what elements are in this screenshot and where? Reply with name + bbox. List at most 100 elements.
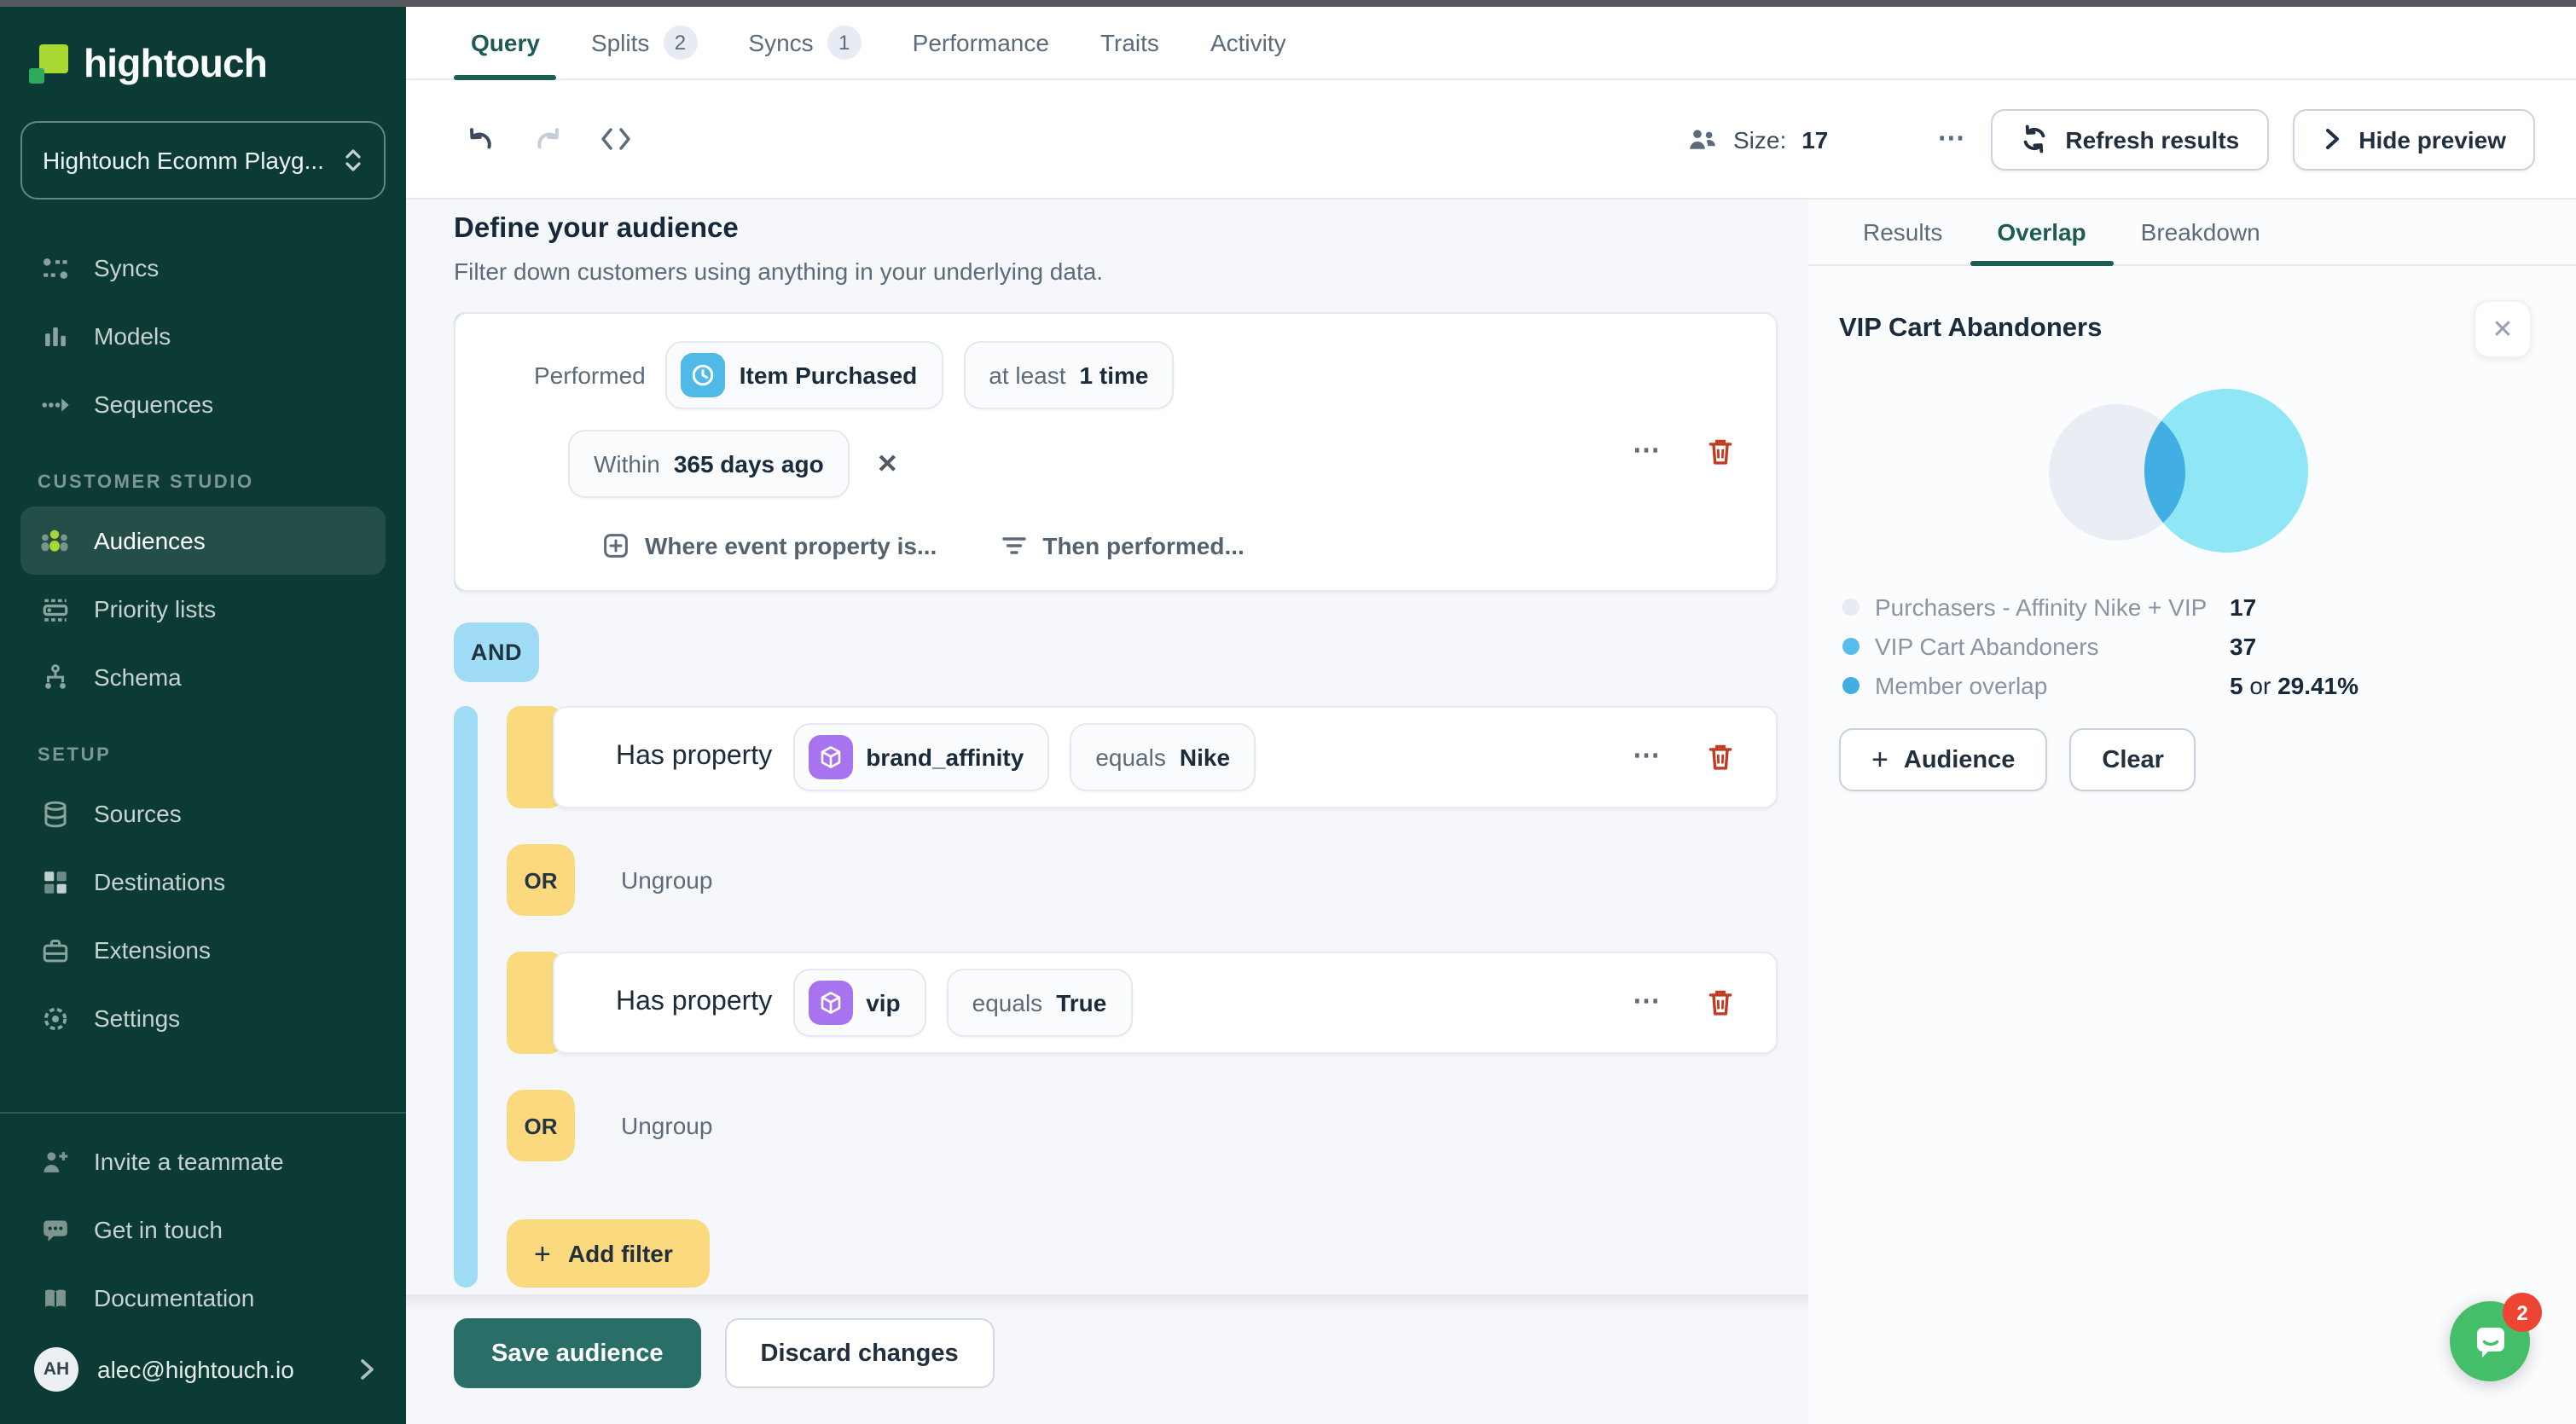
sidebar-item-schema[interactable]: Schema [20,643,386,711]
person-plus-icon [38,1147,72,1176]
or-connector-chip[interactable]: OR [507,1090,575,1161]
code-view-button[interactable] [594,117,638,161]
invite-teammate-button[interactable]: Invite a teammate [20,1127,386,1195]
hide-preview-button[interactable]: Hide preview [2292,108,2535,170]
audiences-icon [38,525,72,556]
event-name-chip[interactable]: Item Purchased [665,341,943,409]
preview-panel: Results Overlap Breakdown VIP Cart Aband… [1808,200,2576,1424]
overlap-venn-diagram [2049,389,2308,553]
preview-tab-overlap[interactable]: Overlap [1970,200,2114,266]
hightouch-logo-text: hightouch [84,41,268,85]
venn-legend: Purchasers - Affinity Nike + VIP 17 VIP … [1839,587,2532,704]
sidebar-item-sources[interactable]: Sources [20,779,386,848]
documentation-button[interactable]: Documentation [20,1264,386,1332]
toolbar-overflow-button[interactable]: ⋯ [1937,124,1966,153]
window-top-edge [0,0,2576,7]
ungroup-button[interactable]: Ungroup [621,866,713,894]
property-filter-menu-button[interactable]: ⋯ [1633,988,1662,1016]
tab-query[interactable]: Query [454,7,558,80]
has-property-label: Has property [616,987,773,1016]
then-performed-button[interactable]: Then performed... [1001,532,1244,559]
query-toolbar: Size: 17 ⋯ Refresh results Hide preview [406,80,2576,200]
chat-bubble-icon [2476,1327,2503,1357]
ungroup-button[interactable]: Ungroup [621,1112,713,1139]
close-icon: ✕ [2492,315,2514,344]
time-window-chip[interactable]: Within 365 days ago [568,430,850,498]
preview-tab-results[interactable]: Results [1863,218,1943,246]
add-filter-button[interactable]: + Add filter [507,1219,711,1288]
operator-value-chip[interactable]: equals True [946,969,1133,1037]
refresh-results-button[interactable]: Refresh results [1990,108,2269,170]
has-property-label: Has property [616,742,773,771]
property-filter-card-vip: Has property vip equal [553,952,1778,1054]
save-audience-button[interactable]: Save audience [454,1318,701,1388]
sidebar-nav: Syncs Models Sequences CUSTOMER STUDIO [0,210,406,1052]
avatar: AH [34,1347,78,1392]
page-tabbar: Query Splits 2 Syncs 1 Performance Traits … [406,7,2576,80]
ellipsis-icon: ⋯ [1633,437,1662,466]
sidebar: hightouch Hightouch Ecomm Playg... Syncs [0,7,406,1424]
audience-builder: Define your audience Filter down custome… [406,200,1808,1424]
account-email: alec@hightouch.io [97,1356,294,1383]
sidebar-item-priority-lists[interactable]: Priority lists [20,575,386,643]
chevron-right-icon [358,1357,375,1381]
operator-value-chip[interactable]: equals Nike [1070,723,1256,791]
property-name-chip[interactable]: vip [792,969,926,1037]
sidebar-item-syncs[interactable]: Syncs [20,234,386,302]
property-filter-menu-button[interactable]: ⋯ [1633,742,1662,771]
refresh-icon [2023,124,2045,153]
remove-time-window-button[interactable]: ✕ [870,442,905,486]
property-name-chip[interactable]: brand_affinity [792,723,1050,791]
legend-dot [1842,637,1859,654]
sidebar-item-sequences[interactable]: Sequences [20,370,386,438]
section-header-customer-studio: CUSTOMER STUDIO [38,472,254,493]
clear-button[interactable]: Clear [2069,728,2196,791]
code-icon [601,128,630,150]
discard-changes-button[interactable]: Discard changes [724,1318,995,1388]
section-header-setup: SETUP [38,745,112,766]
undo-button[interactable] [457,117,502,161]
plus-icon: + [1871,744,1888,776]
tab-activity[interactable]: Activity [1210,29,1286,56]
sidebar-item-extensions[interactable]: Extensions [20,916,386,984]
legend-row: VIP Cart Abandoners 37 [1842,626,2532,665]
close-overlap-button[interactable]: ✕ [2474,300,2532,358]
add-event-property-button[interactable]: Where event property is... [602,532,937,559]
trash-icon [1709,439,1732,465]
sidebar-item-destinations[interactable]: Destinations [20,848,386,916]
get-in-touch-button[interactable]: Get in touch [20,1195,386,1264]
unread-badge: 2 [2503,1293,2542,1332]
preview-tab-breakdown[interactable]: Breakdown [2140,218,2260,246]
delete-property-filter-button[interactable] [1706,987,1735,1018]
preview-tabbar: Results Overlap Breakdown [1808,200,2576,266]
sidebar-item-settings[interactable]: Settings [20,984,386,1052]
intercom-launcher[interactable]: 2 [2450,1293,2542,1381]
plus-square-icon [604,534,628,558]
tab-performance[interactable]: Performance [912,29,1049,56]
sidebar-item-models[interactable]: Models [20,302,386,370]
tab-splits[interactable]: Splits 2 [574,7,714,78]
group-accent [454,706,478,1288]
frequency-chip[interactable]: at least 1 time [963,341,1175,409]
sidebar-item-audiences[interactable]: Audiences [20,507,386,575]
account-menu[interactable]: AH alec@hightouch.io [20,1332,386,1407]
or-connector-chip[interactable]: OR [507,844,575,916]
delete-event-filter-button[interactable] [1706,437,1735,467]
legend-dot [1842,598,1859,615]
models-icon [38,321,72,350]
add-audience-button[interactable]: + Audience [1839,728,2048,791]
tab-syncs[interactable]: Syncs 1 [731,7,878,78]
delete-property-filter-button[interactable] [1706,742,1735,773]
and-connector-chip[interactable]: AND [454,622,539,682]
database-icon [38,799,72,828]
redo-button[interactable] [525,117,570,161]
tab-traits[interactable]: Traits [1099,29,1159,56]
trash-icon [1709,990,1732,1016]
funnel-icon [1002,537,1027,554]
workspace-selector[interactable]: Hightouch Ecomm Playg... [20,121,386,200]
ellipsis-icon: ⋯ [1633,742,1662,771]
event-filter-menu-button[interactable]: ⋯ [1633,437,1662,466]
performed-label: Performed [534,362,646,389]
page-title: Define your audience [454,213,739,244]
schema-icon [38,663,72,692]
